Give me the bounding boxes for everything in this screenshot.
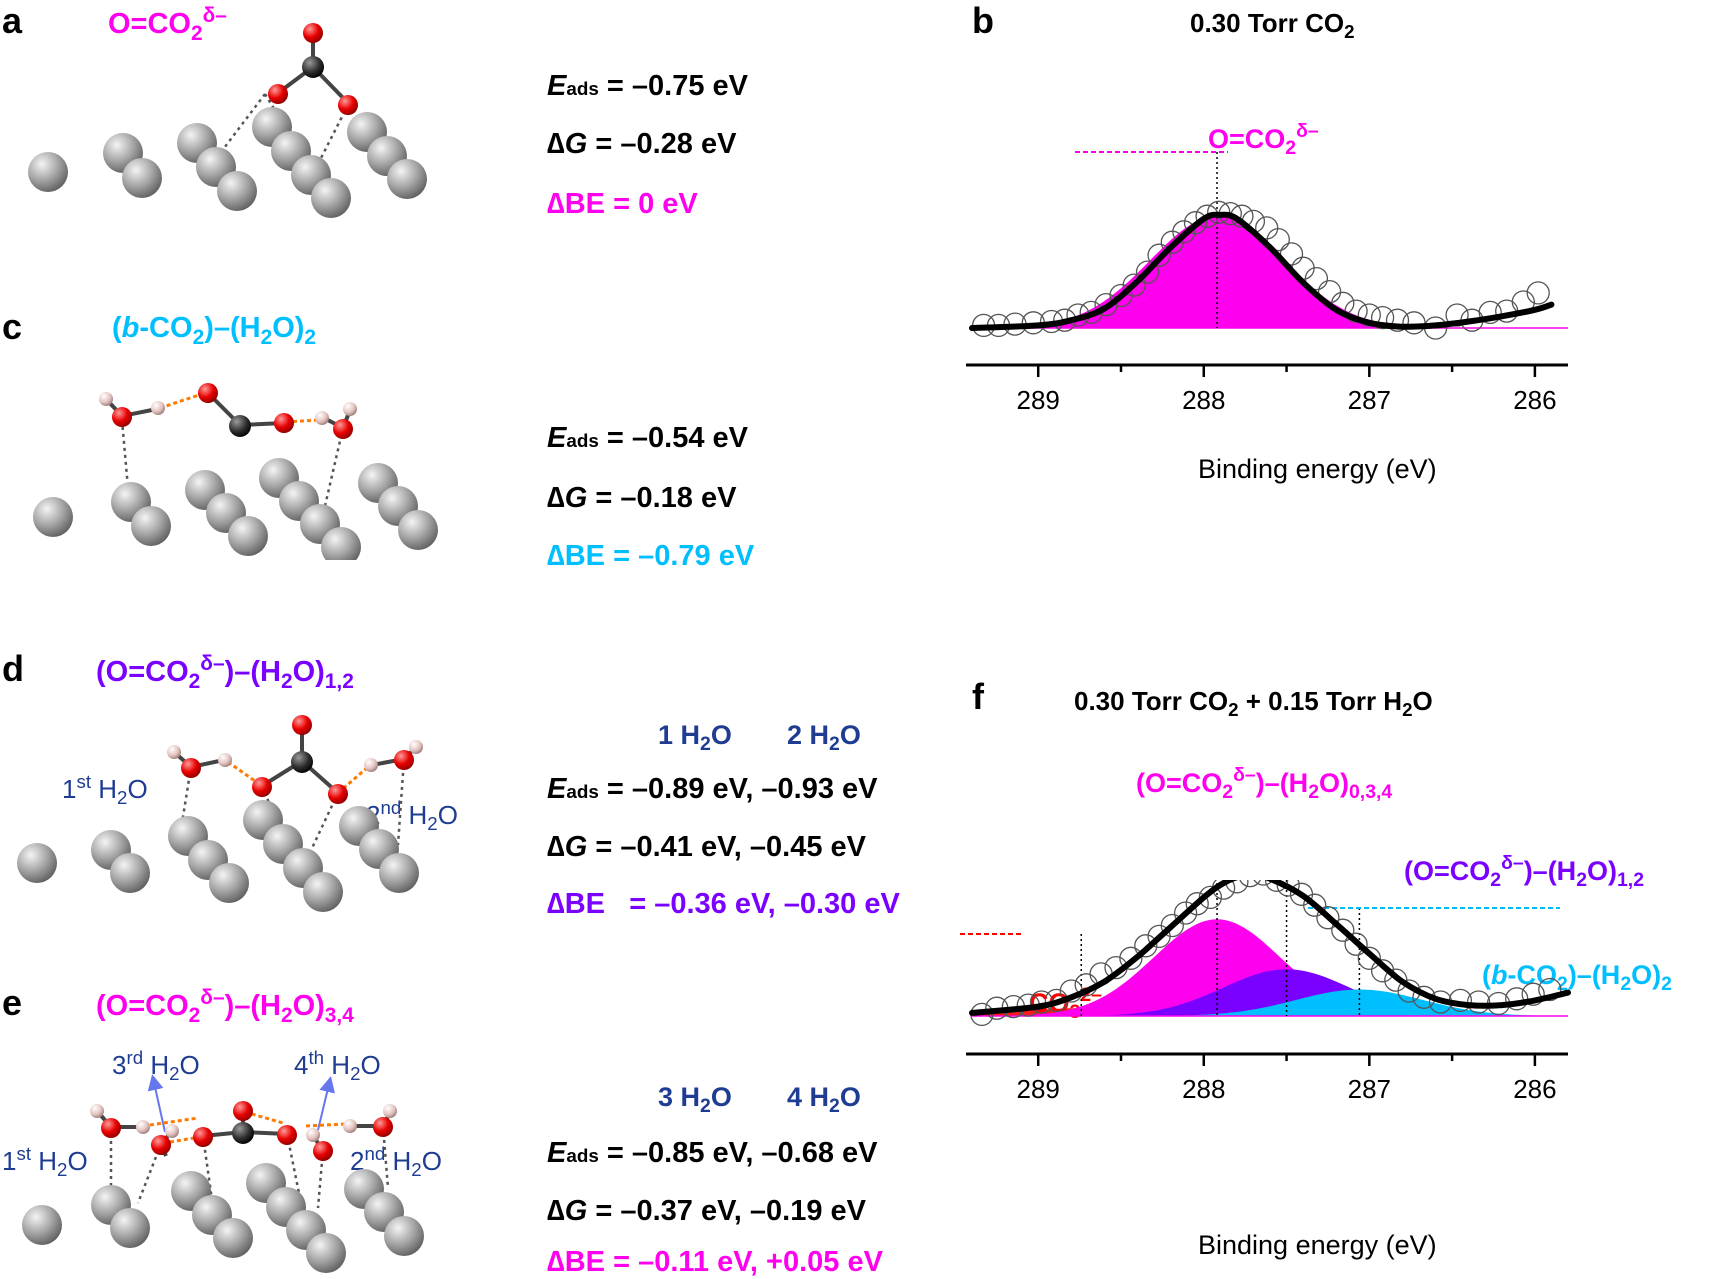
dg-a: ∆G = –0.28 eV [547, 128, 737, 160]
data-point-24 [1279, 242, 1304, 266]
data-point-40 [1526, 281, 1550, 305]
eads-a: Eads = –0.75 eV [547, 70, 748, 102]
data-point-28 [1344, 932, 1368, 956]
annotation-b-main: O=CO2δ– [1208, 120, 1319, 160]
envelope-curve [969, 880, 1571, 1016]
annotation-f-main: (O=CO2δ–)–(H2O)0,3,4 [1136, 764, 1393, 804]
data-point-15 [1173, 901, 1198, 925]
xps-chart-f: 289 288 287 286 [960, 880, 1571, 1104]
column-header-2-d: 2 H2O [787, 720, 861, 756]
x-tick-label-289: 289 [1017, 1074, 1060, 1104]
chart-title-f: 0.30 Torr CO2 + 0.15 Torr H2O [1074, 686, 1433, 720]
water-label-1st-e: 1st H2O [2, 1142, 88, 1180]
structure-d [17, 715, 423, 912]
annotation-f-cyan: (b-CO2)–(H2O)2 [1482, 960, 1672, 996]
column-header-1-d: 1 H2O [658, 720, 732, 756]
data-point-37 [1478, 300, 1502, 325]
data-point-16 [1183, 211, 1208, 235]
water-label-1st-d: 1st H2O [62, 770, 148, 808]
species-label-d: (O=CO2δ–)–(H2O)1,2 [96, 651, 354, 693]
component-3 [972, 969, 1568, 1016]
data-point-27 [1331, 918, 1355, 942]
data-point-39 [1521, 982, 1545, 1006]
x-axis-label-b: Binding energy (eV) [1198, 454, 1437, 484]
panel-label-c: c [2, 306, 23, 347]
panel-label-e: e [2, 982, 23, 1023]
data-point-29 [1357, 946, 1381, 970]
data-point-23 [1266, 227, 1290, 252]
data-point-13 [1147, 243, 1171, 267]
dg-c: ∆G = –0.18 eV [547, 482, 737, 514]
dbe-a: ∆BE = 0 eV [547, 188, 698, 220]
data-point-14 [1160, 913, 1184, 938]
dbe-e: ∆BE = –0.11 eV, +0.05 eV [547, 1246, 883, 1278]
envelope-curve [969, 211, 1555, 331]
structure-a [28, 23, 427, 218]
data-point-11 [1122, 273, 1146, 297]
water-label-2nd-e: 2nd H2O [350, 1142, 442, 1180]
xps-chart-b: 289 288 287 286 [966, 151, 1568, 415]
column-header-2-e: 4 H2O [787, 1082, 861, 1118]
data-point-15 [1172, 220, 1196, 244]
panel-label-a: a [2, 0, 23, 41]
eads-e: Eads = –0.85 eV, –0.68 eV [547, 1137, 878, 1169]
x-tick-label-287: 287 [1348, 1074, 1391, 1104]
panel-label-b: b [972, 0, 994, 41]
data-point-33 [1402, 311, 1426, 335]
eads-d: Eads = –0.89 eV, –0.93 eV [547, 773, 878, 805]
chart-title-b: 0.30 Torr CO2 [1190, 8, 1355, 42]
dbe-d: ∆BE = –0.36 eV, –0.30 eV [547, 888, 900, 920]
x-tick-label-289: 289 [1017, 385, 1060, 415]
structure-c [33, 383, 438, 560]
dg-d: ∆G = –0.41 eV, –0.45 eV [547, 831, 867, 863]
data-point-12 [1134, 934, 1158, 958]
species-label-a: O=CO2δ– [108, 3, 227, 45]
data-point-26 [1304, 266, 1329, 291]
x-tick-label-286: 286 [1513, 1074, 1556, 1104]
structure-e [22, 1074, 424, 1273]
data-point-32 [1385, 308, 1410, 332]
data-point-31 [1370, 305, 1395, 330]
component-1 [972, 216, 1568, 328]
x-tick-label-288: 288 [1182, 385, 1225, 415]
eads-c: Eads = –0.54 eV [547, 422, 748, 454]
x-tick-label-288: 288 [1182, 1074, 1225, 1104]
data-point-12 [1135, 260, 1160, 284]
data-point-20 [1239, 880, 1261, 888]
data-point-29 [1344, 299, 1368, 323]
water-label-2nd-d: 2nd H2O [366, 796, 458, 834]
water-label-4th-e: 4th H2O [294, 1046, 381, 1084]
panel-label-d: d [2, 648, 24, 689]
component-4 [972, 989, 1568, 1016]
column-header-1-e: 3 H2O [658, 1082, 732, 1118]
data-point-30 [1357, 303, 1381, 327]
x-tick-label-287: 287 [1348, 385, 1391, 415]
dg-e: ∆G = –0.37 eV, –0.19 eV [547, 1195, 867, 1227]
x-axis-label-f: Binding energy (eV) [1198, 1230, 1437, 1260]
component-2 [972, 919, 1568, 1016]
data-point-40 [1538, 977, 1562, 1002]
data-point-21 [1253, 880, 1274, 886]
data-point-16 [1185, 892, 1209, 916]
data-point-30 [1370, 959, 1395, 983]
annotation-f-purple: (O=CO2δ–)–(H2O)1,2 [1404, 852, 1645, 892]
data-point-25 [1303, 893, 1327, 917]
panel-label-f: f [972, 676, 984, 717]
dbe-c: ∆BE = –0.79 eV [547, 540, 755, 572]
species-label-c: (b-CO2)–(H2O)2 [112, 312, 317, 349]
species-label-e: (O=CO2δ–)–(H2O)3,4 [96, 985, 354, 1027]
data-point-9 [1094, 292, 1118, 317]
data-point-11 [1119, 946, 1143, 970]
water-label-3rd-e: 3rd H2O [112, 1046, 200, 1084]
data-point-26 [1316, 906, 1340, 930]
x-tick-label-286: 286 [1513, 385, 1556, 415]
